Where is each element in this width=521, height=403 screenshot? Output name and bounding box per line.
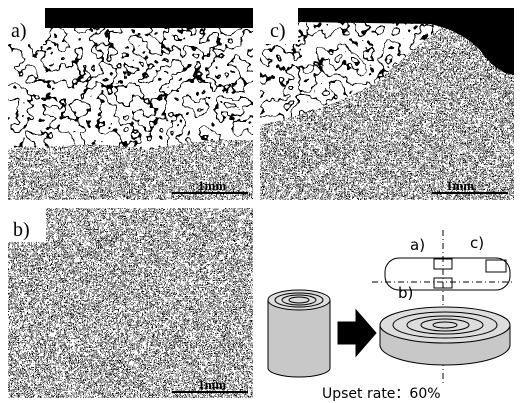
region-box (486, 260, 506, 272)
panel-c (260, 8, 514, 200)
cylinder (268, 300, 330, 377)
scale-label: 1mm (446, 178, 474, 193)
panel-label: a) (11, 20, 27, 42)
diagram-label: a) (410, 236, 425, 254)
scale-label: 1mm (198, 178, 226, 193)
diagram (268, 230, 515, 385)
diagram-label: b) (398, 284, 413, 302)
caption: Upset rate：60% (322, 386, 441, 402)
figure: a) 1mm c) 1mm b) 1mm a) c) b) (0, 0, 521, 403)
black-edge (45, 8, 253, 28)
panel-label: c) (270, 20, 286, 42)
arrow (338, 310, 376, 356)
diagram-label: c) (470, 234, 484, 252)
panel-a (8, 8, 253, 200)
panel-label: b) (13, 219, 30, 241)
scale-label: 1mm (198, 377, 226, 392)
